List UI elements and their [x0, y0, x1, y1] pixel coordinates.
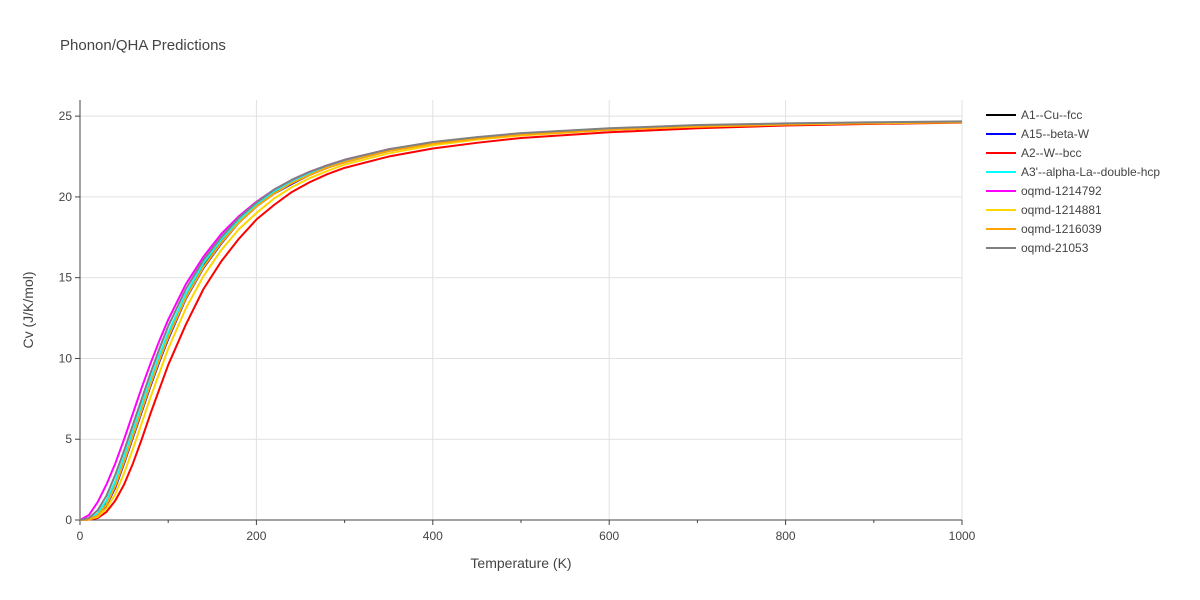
x-axis-ticks: 0 200 400 600 800 1000	[77, 520, 976, 543]
y-axis-ticks: 0 5 10 15 20 25	[59, 109, 80, 527]
series-line-8	[79, 120, 963, 521]
x-axis-title: Temperature (K)	[470, 555, 571, 571]
chart-title: Phonon/QHA Predictions	[60, 37, 226, 54]
legend-label: oqmd-21053	[1021, 241, 1089, 255]
legend-label: oqmd-1214792	[1021, 184, 1102, 198]
legend: A1--Cu--fcc A15--beta-W A2--W--bcc A3'--alp…	[986, 108, 1160, 255]
legend-label: A1--Cu--fcc	[1021, 108, 1082, 122]
x-tick-label: 200	[246, 529, 266, 543]
legend-label: oqmd-1216039	[1021, 222, 1102, 236]
y-tick-label: 0	[65, 513, 72, 527]
plot-lines	[79, 120, 963, 521]
legend-item-5[interactable]: oqmd-1214792	[986, 184, 1102, 198]
legend-item-2[interactable]: A15--beta-W	[986, 127, 1090, 141]
series-line-7	[79, 120, 963, 521]
legend-item-7[interactable]: oqmd-1216039	[986, 222, 1102, 236]
legend-label: A3'--alpha-La--double-hcp	[1021, 165, 1160, 179]
legend-item-4[interactable]: A3'--alpha-La--double-hcp	[986, 165, 1160, 179]
y-tick-label: 10	[59, 351, 73, 365]
y-tick-label: 20	[59, 190, 73, 204]
legend-label: A2--W--bcc	[1021, 146, 1081, 160]
legend-item-8[interactable]: oqmd-21053	[986, 241, 1089, 255]
legend-label: A15--beta-W	[1021, 127, 1090, 141]
legend-item-3[interactable]: A2--W--bcc	[986, 146, 1081, 160]
y-tick-label: 5	[65, 432, 72, 446]
x-tick-label: 800	[776, 529, 796, 543]
legend-label: oqmd-1214881	[1021, 203, 1102, 217]
y-axis-title: Cv (J/K/mol)	[20, 272, 36, 349]
y-tick-label: 25	[59, 109, 73, 123]
x-tick-label: 1000	[949, 529, 976, 543]
y-tick-label: 15	[59, 271, 73, 285]
legend-item-6[interactable]: oqmd-1214881	[986, 203, 1102, 217]
x-tick-label: 400	[423, 529, 443, 543]
x-tick-label: 0	[77, 529, 84, 543]
x-tick-label: 600	[599, 529, 619, 543]
legend-item-1[interactable]: A1--Cu--fcc	[986, 108, 1082, 122]
grid	[80, 100, 963, 520]
series-line-3	[79, 121, 963, 521]
